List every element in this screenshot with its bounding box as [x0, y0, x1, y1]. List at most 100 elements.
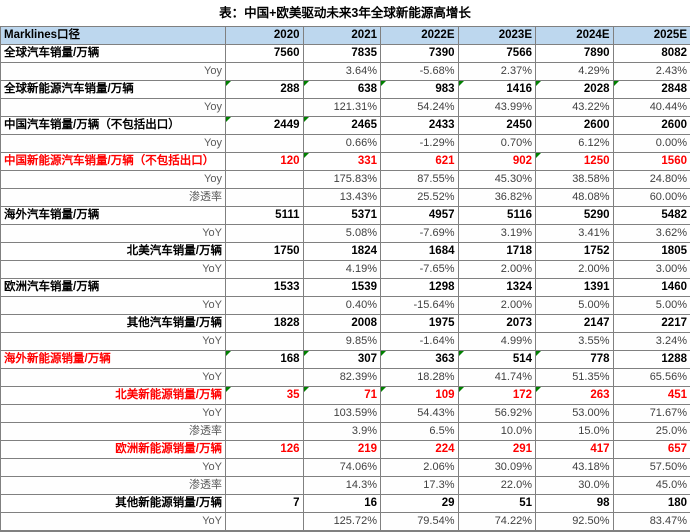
cell-value: 2147: [536, 315, 614, 333]
table-header: Marklines口径 2020 2021 2022E 2023E 2024E …: [1, 27, 690, 45]
row-sublabel: YoY: [1, 333, 226, 351]
cell-value: 7560: [226, 45, 304, 63]
cell-value: 1975: [381, 315, 459, 333]
cell-percent: 2.00%: [536, 261, 614, 279]
header-year-2024e: 2024E: [536, 27, 614, 45]
cell-value: 7: [226, 495, 304, 513]
row-sublabel: Yoy: [1, 171, 226, 189]
cell-percent: 15.0%: [536, 423, 614, 441]
cell-error-triangle-icon: [304, 153, 309, 158]
cell-percent: 54.24%: [381, 99, 459, 117]
cell-percent: [226, 459, 304, 477]
cell-percent: 14.3%: [303, 477, 381, 495]
cell-error-triangle-icon: [381, 387, 386, 392]
cell-value: 2449: [226, 117, 304, 135]
row-sublabel: 渗透率: [1, 477, 226, 495]
cell-percent: 3.9%: [303, 423, 381, 441]
cell-value: 1298: [381, 279, 459, 297]
row-label: 其他新能源销量/万辆: [1, 495, 226, 513]
cell-value: 5290: [536, 207, 614, 225]
cell-percent: 24.80%: [613, 171, 690, 189]
page-title: 表：中国+欧美驱动未来3年全球新能源高增长: [0, 0, 690, 26]
cell-percent: [226, 225, 304, 243]
cell-value: 2600: [613, 117, 690, 135]
cell-value: 1539: [303, 279, 381, 297]
cell-value: 2848: [613, 81, 690, 99]
row-sublabel: YoY: [1, 261, 226, 279]
row-sublabel: 渗透率: [1, 423, 226, 441]
cell-value: 1750: [226, 243, 304, 261]
header-label-cell: Marklines口径: [1, 27, 226, 45]
cell-percent: 83.47%: [613, 513, 690, 532]
cell-percent: 25.52%: [381, 189, 459, 207]
cell-error-triangle-icon: [536, 153, 541, 158]
cell-error-triangle-icon: [536, 351, 541, 356]
cell-percent: 13.43%: [303, 189, 381, 207]
cell-error-triangle-icon: [226, 81, 231, 86]
cell-percent: 0.70%: [458, 135, 536, 153]
cell-percent: [226, 171, 304, 189]
cell-percent: 4.19%: [303, 261, 381, 279]
row-label: 欧洲新能源销量/万辆: [1, 441, 226, 459]
cell-percent: 43.22%: [536, 99, 614, 117]
cell-value: 2008: [303, 315, 381, 333]
cell-value: 1533: [226, 279, 304, 297]
cell-percent: 41.74%: [458, 369, 536, 387]
row-sublabel: YoY: [1, 225, 226, 243]
cell-percent: 38.58%: [536, 171, 614, 189]
cell-value: 2073: [458, 315, 536, 333]
cell-percent: [226, 189, 304, 207]
cell-percent: 40.44%: [613, 99, 690, 117]
cell-value: 514: [458, 351, 536, 369]
cell-percent: 121.31%: [303, 99, 381, 117]
cell-percent: 74.22%: [458, 513, 536, 532]
row-label: 海外汽车销量/万辆: [1, 207, 226, 225]
header-year-2020: 2020: [226, 27, 304, 45]
cell-value: 1805: [613, 243, 690, 261]
cell-percent: 0.00%: [613, 135, 690, 153]
cell-percent: 56.92%: [458, 405, 536, 423]
cell-value: 109: [381, 387, 459, 405]
cell-value: 1828: [226, 315, 304, 333]
cell-value: 331: [303, 153, 381, 171]
row-label: 海外新能源销量/万辆: [1, 351, 226, 369]
cell-percent: [226, 423, 304, 441]
cell-percent: -7.65%: [381, 261, 459, 279]
cell-value: 71: [303, 387, 381, 405]
cell-value: 16: [303, 495, 381, 513]
cell-percent: [226, 477, 304, 495]
cell-percent: [226, 99, 304, 117]
cell-value: 2450: [458, 117, 536, 135]
row-label: 中国新能源汽车销量/万辆（不包括出口）: [1, 153, 226, 171]
cell-value: 1288: [613, 351, 690, 369]
cell-percent: 5.00%: [613, 297, 690, 315]
cell-value: 4957: [381, 207, 459, 225]
cell-percent: 45.30%: [458, 171, 536, 189]
cell-percent: -1.64%: [381, 333, 459, 351]
cell-percent: 36.82%: [458, 189, 536, 207]
cell-value: 638: [303, 81, 381, 99]
cell-value: 219: [303, 441, 381, 459]
cell-value: 172: [458, 387, 536, 405]
row-sublabel: YoY: [1, 459, 226, 477]
cell-value: 288: [226, 81, 304, 99]
cell-percent: 87.55%: [381, 171, 459, 189]
cell-value: 1824: [303, 243, 381, 261]
cell-value: 2433: [381, 117, 459, 135]
row-sublabel: YoY: [1, 369, 226, 387]
cell-percent: 51.35%: [536, 369, 614, 387]
cell-percent: 60.00%: [613, 189, 690, 207]
